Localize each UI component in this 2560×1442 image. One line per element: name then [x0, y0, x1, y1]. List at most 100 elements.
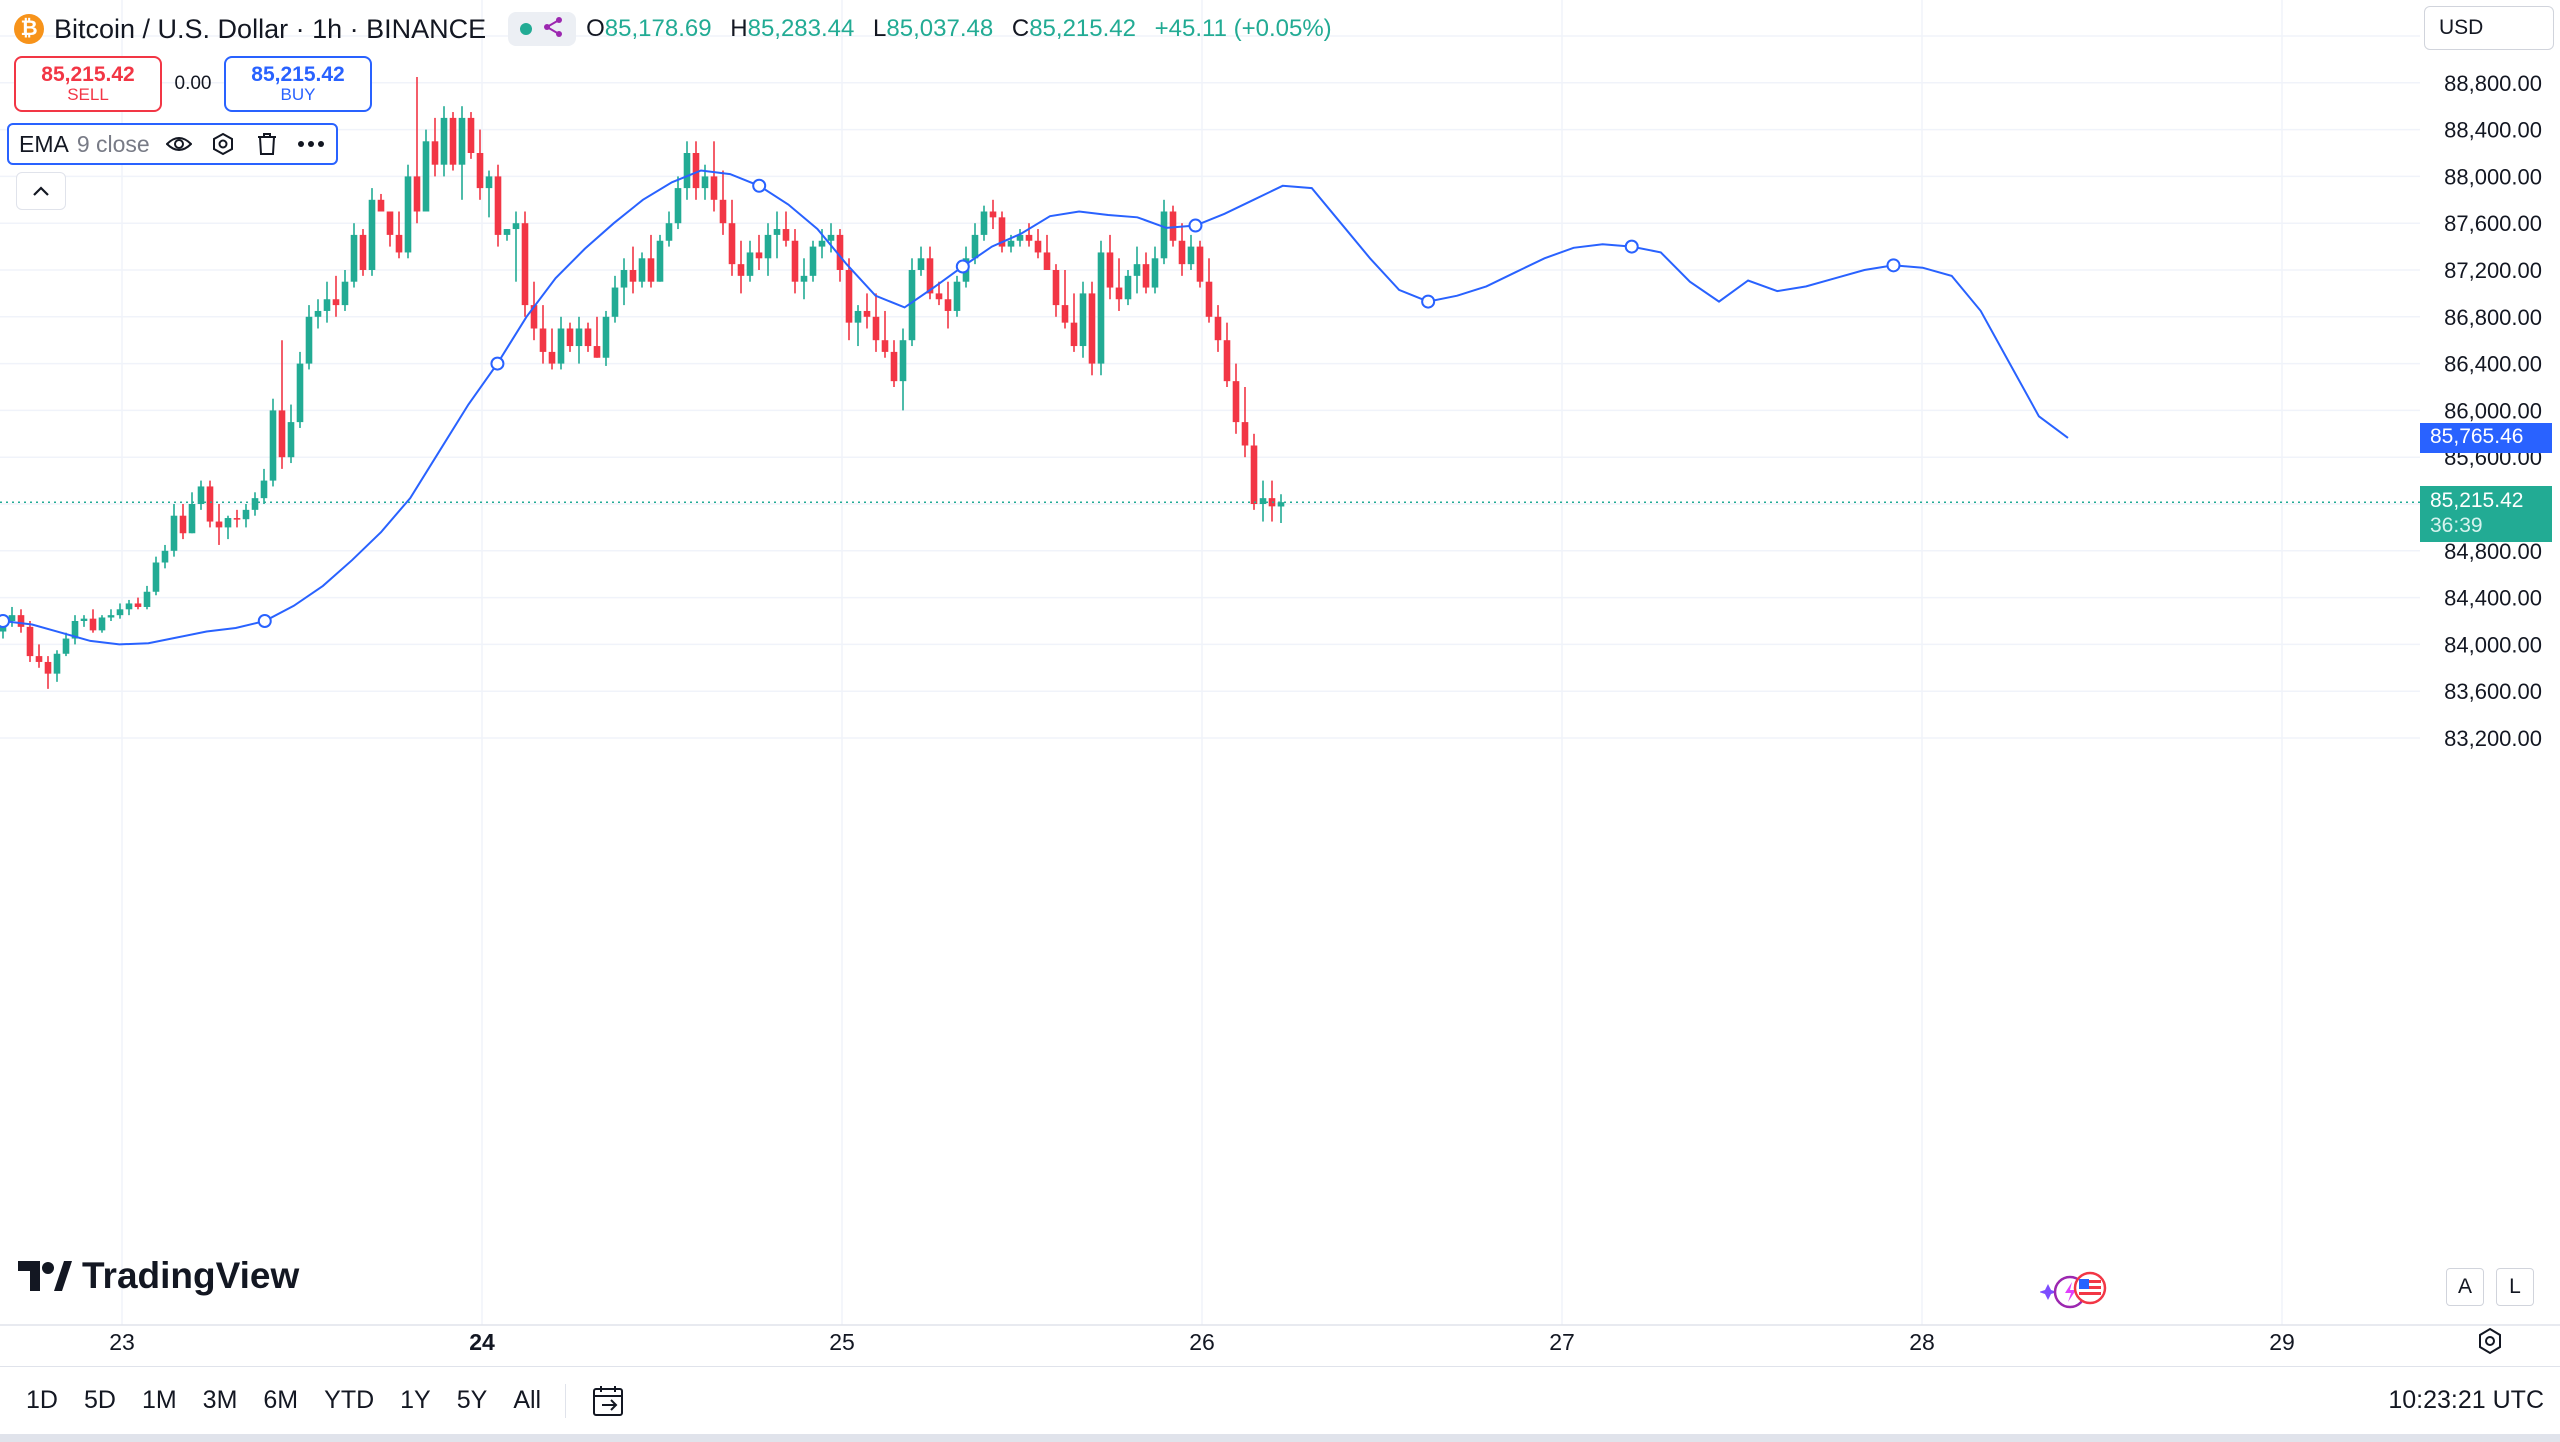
- candle: [89, 609, 97, 633]
- candle-body: [719, 199, 727, 224]
- candle: [341, 270, 349, 311]
- time-axis-settings-icon[interactable]: [2475, 1326, 2505, 1356]
- close-value: 85,215.42: [1029, 15, 1136, 42]
- candle: [746, 240, 754, 282]
- candle-body: [224, 518, 232, 528]
- candle-body: [161, 550, 169, 563]
- candle-body: [296, 363, 304, 423]
- candle-body: [854, 310, 862, 323]
- candle-body: [971, 234, 979, 259]
- candle: [269, 398, 277, 487]
- candle-body: [197, 486, 205, 504]
- range-ytd[interactable]: YTD: [324, 1386, 375, 1414]
- candle: [872, 293, 880, 352]
- candle-body: [845, 270, 853, 323]
- candle: [107, 609, 115, 621]
- candle: [764, 223, 772, 276]
- range-5y[interactable]: 5Y: [456, 1386, 488, 1414]
- ema-indicator-legend[interactable]: EMA 9 close: [7, 123, 338, 165]
- utc-clock[interactable]: 10:23:21 UTC: [2388, 1386, 2544, 1414]
- tradingview-logo[interactable]: TradingView: [18, 1255, 299, 1297]
- range-1d[interactable]: 1D: [26, 1386, 58, 1414]
- candle: [917, 246, 925, 276]
- candle: [1223, 322, 1231, 387]
- range-3m[interactable]: 3M: [202, 1386, 238, 1414]
- candle: [899, 328, 907, 411]
- candle: [1070, 293, 1078, 352]
- candle: [1106, 234, 1114, 300]
- candle-body: [350, 234, 358, 282]
- more-icon[interactable]: [296, 129, 326, 159]
- range-1m[interactable]: 1M: [141, 1386, 177, 1414]
- event-flags[interactable]: [2040, 1270, 2108, 1310]
- candle-body: [449, 117, 457, 165]
- candle: [1016, 229, 1024, 247]
- candle: [827, 223, 835, 253]
- sell-price: 85,215.42: [41, 63, 135, 87]
- candle-body: [89, 618, 97, 631]
- candle-body: [1133, 264, 1141, 276]
- candle-body: [575, 328, 583, 347]
- candle: [395, 211, 403, 259]
- candle: [1061, 270, 1069, 329]
- candle: [467, 112, 475, 159]
- candle-body: [458, 117, 466, 165]
- candle-body: [341, 281, 349, 306]
- candle-body: [1214, 316, 1222, 341]
- range-all[interactable]: All: [513, 1386, 542, 1414]
- open-key: O: [586, 15, 605, 42]
- log-scale-button[interactable]: L: [2496, 1268, 2534, 1306]
- buy-button[interactable]: 85,215.42 BUY: [224, 56, 372, 112]
- price-axis: 89,200.0088,800.0088,400.0088,000.0087,6…: [2444, 24, 2542, 751]
- candle: [1169, 205, 1177, 247]
- bitcoin-icon: ₿: [14, 14, 44, 44]
- price-tick-label: 88,000.00: [2444, 164, 2542, 189]
- price-tick-label: 86,400.00: [2444, 352, 2542, 377]
- auto-scale-button[interactable]: A: [2446, 1268, 2484, 1306]
- trash-icon[interactable]: [252, 129, 282, 159]
- range-6m[interactable]: 6M: [263, 1386, 299, 1414]
- calendar-arrow-icon: [593, 1385, 624, 1416]
- candlestick-series: [0, 76, 1285, 689]
- candle: [116, 603, 124, 619]
- collapse-legend-button[interactable]: [16, 172, 66, 210]
- ema-marker: [752, 178, 767, 193]
- ema-marker: [1188, 218, 1203, 233]
- candle: [458, 106, 466, 200]
- candle-body: [746, 252, 754, 276]
- range-1y[interactable]: 1Y: [400, 1386, 431, 1414]
- candle: [413, 76, 421, 224]
- eye-icon[interactable]: [164, 129, 194, 159]
- candle-body: [809, 246, 817, 276]
- symbol-title[interactable]: Bitcoin / U.S. Dollar · 1h · BINANCE: [54, 13, 487, 44]
- price-chart[interactable]: 89,200.0088,800.0088,400.0088,000.0087,6…: [0, 0, 2560, 1366]
- candle-body: [440, 117, 448, 165]
- candle: [575, 316, 583, 364]
- time-tick-label: 28: [1909, 1329, 1935, 1355]
- sell-button[interactable]: 85,215.42 SELL: [14, 56, 162, 112]
- currency-select[interactable]: USD: [2424, 6, 2554, 50]
- candle-body: [1043, 252, 1051, 270]
- candle-body: [1223, 340, 1231, 382]
- candle: [791, 229, 799, 294]
- candle-body: [989, 211, 997, 218]
- price-tick-label: 88,800.00: [2444, 71, 2542, 96]
- price-tick-label: 84,800.00: [2444, 539, 2542, 564]
- market-status-pill[interactable]: [508, 12, 577, 46]
- candle: [710, 141, 718, 212]
- candle: [350, 223, 358, 288]
- candle-body: [134, 603, 142, 607]
- sell-label: SELL: [67, 85, 109, 105]
- ema-series: [0, 169, 2069, 646]
- candle: [242, 504, 250, 528]
- candle: [1250, 433, 1258, 510]
- candle-body: [1169, 211, 1177, 241]
- candle: [440, 106, 448, 177]
- price-tick-label: 83,600.00: [2444, 679, 2542, 704]
- settings-icon[interactable]: [208, 129, 238, 159]
- time-tick-label: 23: [109, 1329, 135, 1355]
- close-key: C: [1011, 15, 1030, 42]
- go-to-date-button[interactable]: [590, 1381, 630, 1421]
- range-5d[interactable]: 5D: [83, 1386, 116, 1414]
- candle: [773, 211, 781, 259]
